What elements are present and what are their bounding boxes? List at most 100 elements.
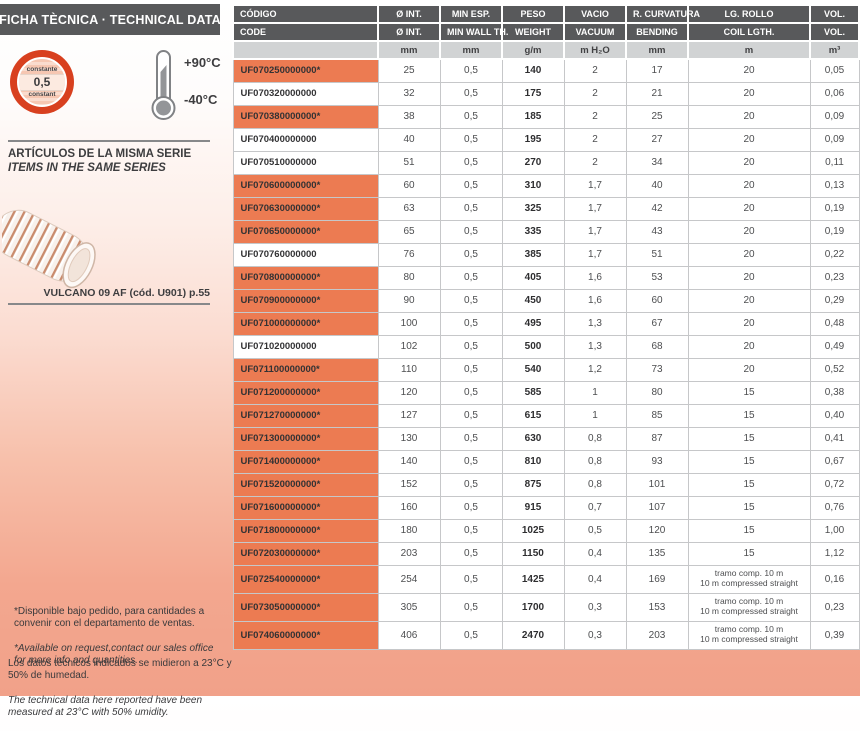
bending-cell: 203: [625, 620, 689, 650]
bending-cell: 135: [625, 541, 689, 566]
code-cell: UF071200000000*: [232, 380, 379, 405]
col-header-vacuum: VACUUM: [563, 22, 627, 42]
volume-cell: 0,39: [809, 620, 860, 650]
series-title-en: ITEMS IN THE SAME SERIES: [8, 162, 166, 174]
weight-cell: 450: [501, 288, 565, 313]
coil-cell: 15: [687, 472, 811, 497]
vacuum-cell: 1,3: [563, 311, 627, 336]
table-row: UF070630000000* 63 0,5 325 1,7 42 20 0,19: [232, 196, 860, 221]
table-header: CÓDIGO Ø INT. MIN ESP. PESO VACIO R. CUR…: [232, 4, 860, 60]
code-cell: UF071020000000: [232, 334, 379, 359]
col-header-bending: BENDING: [625, 22, 689, 42]
diameter-cell: 180: [377, 518, 441, 543]
thermometer-icon: [146, 48, 182, 127]
bending-cell: 53: [625, 265, 689, 290]
coil-cell: 20: [687, 288, 811, 313]
coil-cell: 20: [687, 242, 811, 267]
diameter-cell: 130: [377, 426, 441, 451]
weight-cell: 335: [501, 219, 565, 244]
header-row-es: CÓDIGO Ø INT. MIN ESP. PESO VACIO R. CUR…: [232, 4, 860, 24]
vacuum-cell: 1,7: [563, 219, 627, 244]
volume-cell: 0,29: [809, 288, 860, 313]
constant-value-badge: constante 0,5 constant: [10, 50, 74, 114]
min-wall-cell: 0,5: [439, 564, 503, 594]
bending-cell: 93: [625, 449, 689, 474]
code-cell: UF070250000000*: [232, 58, 379, 83]
col-header-diametro: Ø INT.: [377, 4, 441, 24]
min-wall-cell: 0,5: [439, 592, 503, 622]
code-cell: UF070400000000: [232, 127, 379, 152]
bending-cell: 80: [625, 380, 689, 405]
diameter-cell: 305: [377, 592, 441, 622]
coil-cell: 15: [687, 426, 811, 451]
diameter-cell: 120: [377, 380, 441, 405]
volume-cell: 0,19: [809, 219, 860, 244]
unit-bending: mm: [625, 40, 689, 60]
coil-cell: 20: [687, 173, 811, 198]
bending-cell: 21: [625, 81, 689, 106]
series-title-es: ARTÍCULOS DE LA MISMA SERIE: [8, 148, 192, 160]
vacuum-cell: 1,3: [563, 334, 627, 359]
volume-cell: 0,16: [809, 564, 860, 594]
weight-cell: 915: [501, 495, 565, 520]
vacuum-cell: 2: [563, 127, 627, 152]
badge-label-es: constante: [26, 65, 58, 73]
bending-cell: 67: [625, 311, 689, 336]
unit-vol: m³: [809, 40, 860, 60]
unit-coil: m: [687, 40, 811, 60]
diameter-cell: 32: [377, 81, 441, 106]
diameter-cell: 102: [377, 334, 441, 359]
volume-cell: 0,41: [809, 426, 860, 451]
table-row: UF071400000000* 140 0,5 810 0,8 93 15 0,67: [232, 449, 860, 474]
coil-cell: 15: [687, 449, 811, 474]
table-row: UF073050000000* 305 0,5 1700 0,3 153 tramo com…: [232, 592, 860, 622]
diameter-cell: 203: [377, 541, 441, 566]
table-row: UF074060000000* 406 0,5 2470 0,3 203 tramo com…: [232, 620, 860, 650]
volume-cell: 0,72: [809, 472, 860, 497]
table-row: UF071020000000 102 0,5 500 1,3 68 20 0,49: [232, 334, 860, 359]
coil-cell: 15: [687, 380, 811, 405]
bending-cell: 101: [625, 472, 689, 497]
code-cell: UF071800000000*: [232, 518, 379, 543]
volume-cell: 0,76: [809, 495, 860, 520]
availability-footnote-es: *Disponible bajo pedido, para cantidades…: [14, 605, 205, 629]
bending-cell: 27: [625, 127, 689, 152]
table-row: UF070380000000* 38 0,5 185 2 25 20 0,09: [232, 104, 860, 129]
table-row: UF071270000000* 127 0,5 615 1 85 15 0,40: [232, 403, 860, 428]
temperature-min: -40°C: [184, 92, 218, 107]
weight-cell: 270: [501, 150, 565, 175]
unit-vacuum: m H₂O: [563, 40, 627, 60]
bending-cell: 120: [625, 518, 689, 543]
diameter-cell: 152: [377, 472, 441, 497]
header-row-units: mm mm g/m m H₂O mm m m³: [232, 40, 860, 60]
bending-cell: 17: [625, 58, 689, 83]
diameter-cell: 51: [377, 150, 441, 175]
bending-cell: 43: [625, 219, 689, 244]
vacuum-cell: 0,8: [563, 472, 627, 497]
related-product-link: VULCANO 09 AF (cód. U901) p.55: [43, 287, 210, 299]
col-header-vacio: VACIO: [563, 4, 627, 24]
badge-label-en: constant: [28, 90, 56, 98]
volume-cell: 0,23: [809, 265, 860, 290]
coil-cell: tramo comp. 10 m 10 m compressed straigh…: [687, 592, 811, 622]
coil-cell: 20: [687, 58, 811, 83]
volume-cell: 0,05: [809, 58, 860, 83]
weight-cell: 1150: [501, 541, 565, 566]
vacuum-cell: 2: [563, 81, 627, 106]
min-wall-cell: 0,5: [439, 334, 503, 359]
diameter-cell: 40: [377, 127, 441, 152]
vacuum-cell: 1,6: [563, 288, 627, 313]
table-row: UF070320000000 32 0,5 175 2 21 20 0,06: [232, 81, 860, 106]
code-cell: UF071600000000*: [232, 495, 379, 520]
table-row: UF070760000000 76 0,5 385 1,7 51 20 0,22: [232, 242, 860, 267]
code-cell: UF071270000000*: [232, 403, 379, 428]
bending-cell: 87: [625, 426, 689, 451]
unit-diameter: mm: [377, 40, 441, 60]
diameter-cell: 25: [377, 58, 441, 83]
vacuum-cell: 1,2: [563, 357, 627, 382]
code-cell: UF070650000000*: [232, 219, 379, 244]
coil-cell: 20: [687, 219, 811, 244]
bending-cell: 68: [625, 334, 689, 359]
weight-cell: 1700: [501, 592, 565, 622]
col-header-curvatura: R. CURVATURA: [625, 4, 700, 24]
